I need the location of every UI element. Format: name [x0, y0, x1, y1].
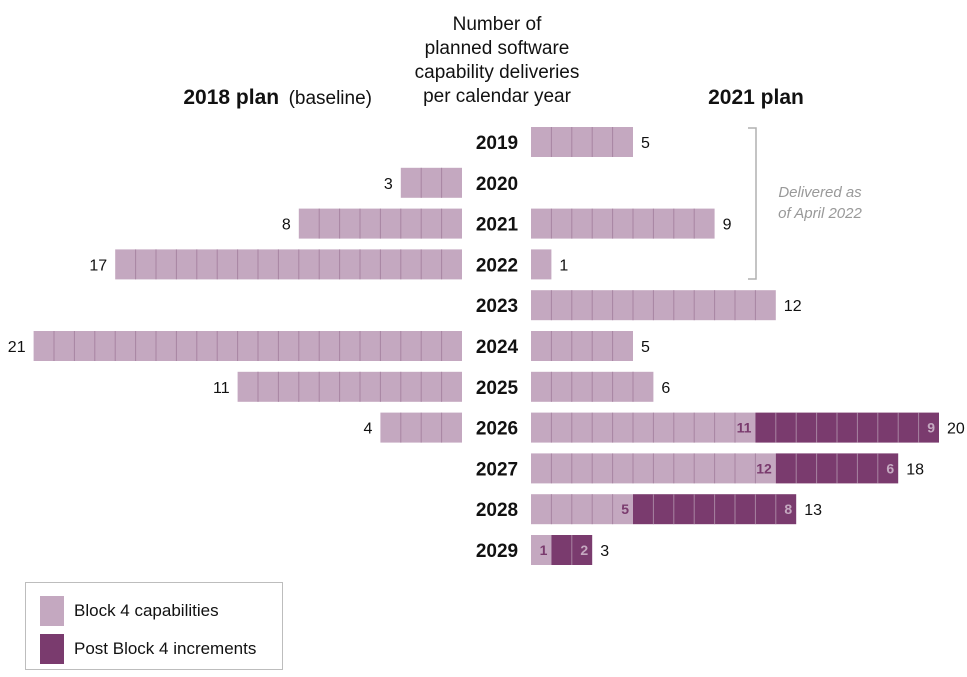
legend-swatch-post-block4 [40, 634, 64, 664]
bar-2018-2026 [380, 412, 462, 443]
bar-2021-block4-2029 [531, 535, 552, 565]
value-2018-2022: 17 [89, 257, 107, 274]
segment-label-block4-2029: 1 [540, 542, 548, 558]
bar-2021-block4-2027 [531, 453, 776, 484]
bar-2021-block4-2026 [531, 412, 756, 443]
value-2021-total-2027: 18 [906, 461, 924, 478]
year-label-2028: 2028 [476, 500, 518, 521]
year-label-2025: 2025 [476, 378, 519, 399]
delivered-bracket [748, 127, 757, 280]
legend-label-block4: Block 4 capabilities [74, 601, 219, 620]
value-2018-2021: 8 [282, 217, 291, 234]
bar-2021-block4-2028 [531, 494, 633, 525]
segment-label-post-block4-2027: 6 [886, 460, 894, 476]
value-2018-2024: 21 [8, 339, 26, 356]
bar-2021-block4-2021-fill [531, 208, 715, 239]
bar-2021-block4-2024 [531, 331, 633, 361]
bar-2021-block4-2026-fill [531, 412, 756, 443]
segment-label-post-block4-2026: 9 [927, 420, 935, 436]
legend: Block 4 capabilities Post Block 4 increm… [25, 582, 283, 670]
bar-2018-2025 [237, 371, 462, 402]
legend-item-post-block4: Post Block 4 increments [40, 634, 256, 664]
bar-2021-block4-2022 [531, 249, 552, 280]
bar-2021-block4-2028-fill [531, 494, 633, 525]
delivered-note-line-2: of April 2022 [778, 205, 862, 222]
year-label-2027: 2027 [476, 459, 518, 480]
bar-2018-2025-fill [237, 371, 462, 402]
bar-2018-2024-fill [33, 331, 462, 361]
segment-label-block4-2028: 5 [621, 501, 629, 517]
segment-label-post-block4-2029: 2 [580, 542, 588, 558]
value-2021-total-2024: 5 [641, 339, 650, 356]
segment-label-post-block4-2028: 8 [784, 501, 792, 517]
bar-2021-block4-2025 [531, 371, 654, 402]
value-2018-2025: 11 [213, 380, 230, 397]
bar-2021-block4-2029-fill [531, 535, 552, 565]
value-2021-total-2022: 1 [559, 257, 568, 274]
left-header-normal: (baseline) [289, 88, 372, 109]
value-2021-total-2029: 3 [600, 543, 609, 560]
center-title-line-3: capability deliveries [415, 62, 580, 83]
bar-2018-2020 [400, 167, 462, 198]
value-2021-total-2028: 13 [804, 502, 822, 519]
bar-2018-2021 [298, 208, 462, 239]
left-header-bold: 2018 plan [183, 86, 279, 109]
year-label-2029: 2029 [476, 541, 518, 562]
value-2018-2026: 4 [363, 421, 372, 438]
bar-2021-post-block4-2026 [755, 412, 939, 443]
year-label-2024: 2024 [476, 337, 519, 358]
center-title-line-2: planned software [425, 38, 570, 59]
value-2021-total-2025: 6 [661, 380, 670, 397]
bar-2018-2020-fill [400, 167, 462, 198]
value-2021-total-2019: 5 [641, 135, 650, 152]
bar-2021-post-block4-2029 [551, 535, 593, 565]
year-label-2026: 2026 [476, 419, 518, 440]
value-2018-2020: 3 [384, 176, 393, 193]
bar-2018-2022-fill [115, 249, 462, 280]
bar-2018-2024 [33, 331, 462, 361]
year-label-2021: 2021 [476, 215, 519, 236]
bar-2021-block4-2019 [531, 127, 633, 157]
center-title-line-1: Number of [453, 14, 542, 35]
legend-item-block4: Block 4 capabilities [40, 596, 219, 626]
left-header: 2018 plan (baseline) [183, 86, 372, 109]
segment-label-block4-2027: 12 [756, 460, 772, 476]
bar-2021-block4-2024-fill [531, 331, 633, 361]
year-label-2020: 2020 [476, 174, 518, 195]
value-2021-total-2026: 20 [947, 421, 965, 438]
year-label-2023: 2023 [476, 296, 518, 317]
bar-2021-block4-2021 [531, 208, 715, 239]
delivered-note-line-1: Delivered as [778, 184, 862, 201]
bar-2021-post-block4-2026-fill [755, 412, 939, 443]
bar-2018-2022 [115, 249, 462, 280]
bar-2021-post-block4-2028 [633, 494, 797, 525]
right-header: 2021 plan [708, 86, 804, 109]
segment-label-block4-2026: 11 [737, 420, 752, 436]
year-label-2022: 2022 [476, 255, 518, 276]
bar-2021-block4-2019-fill [531, 127, 633, 157]
bar-2021-block4-2023 [531, 290, 776, 321]
bar-2021-block4-2022-fill [531, 249, 552, 280]
value-2021-total-2021: 9 [723, 217, 732, 234]
center-title-line-4: per calendar year [423, 86, 572, 107]
legend-label-post-block4: Post Block 4 increments [74, 639, 257, 658]
legend-swatch-block4 [40, 596, 64, 626]
year-label-2019: 2019 [476, 133, 518, 154]
value-2021-total-2023: 12 [784, 298, 802, 315]
bar-2021-post-block4-2027 [775, 453, 899, 484]
